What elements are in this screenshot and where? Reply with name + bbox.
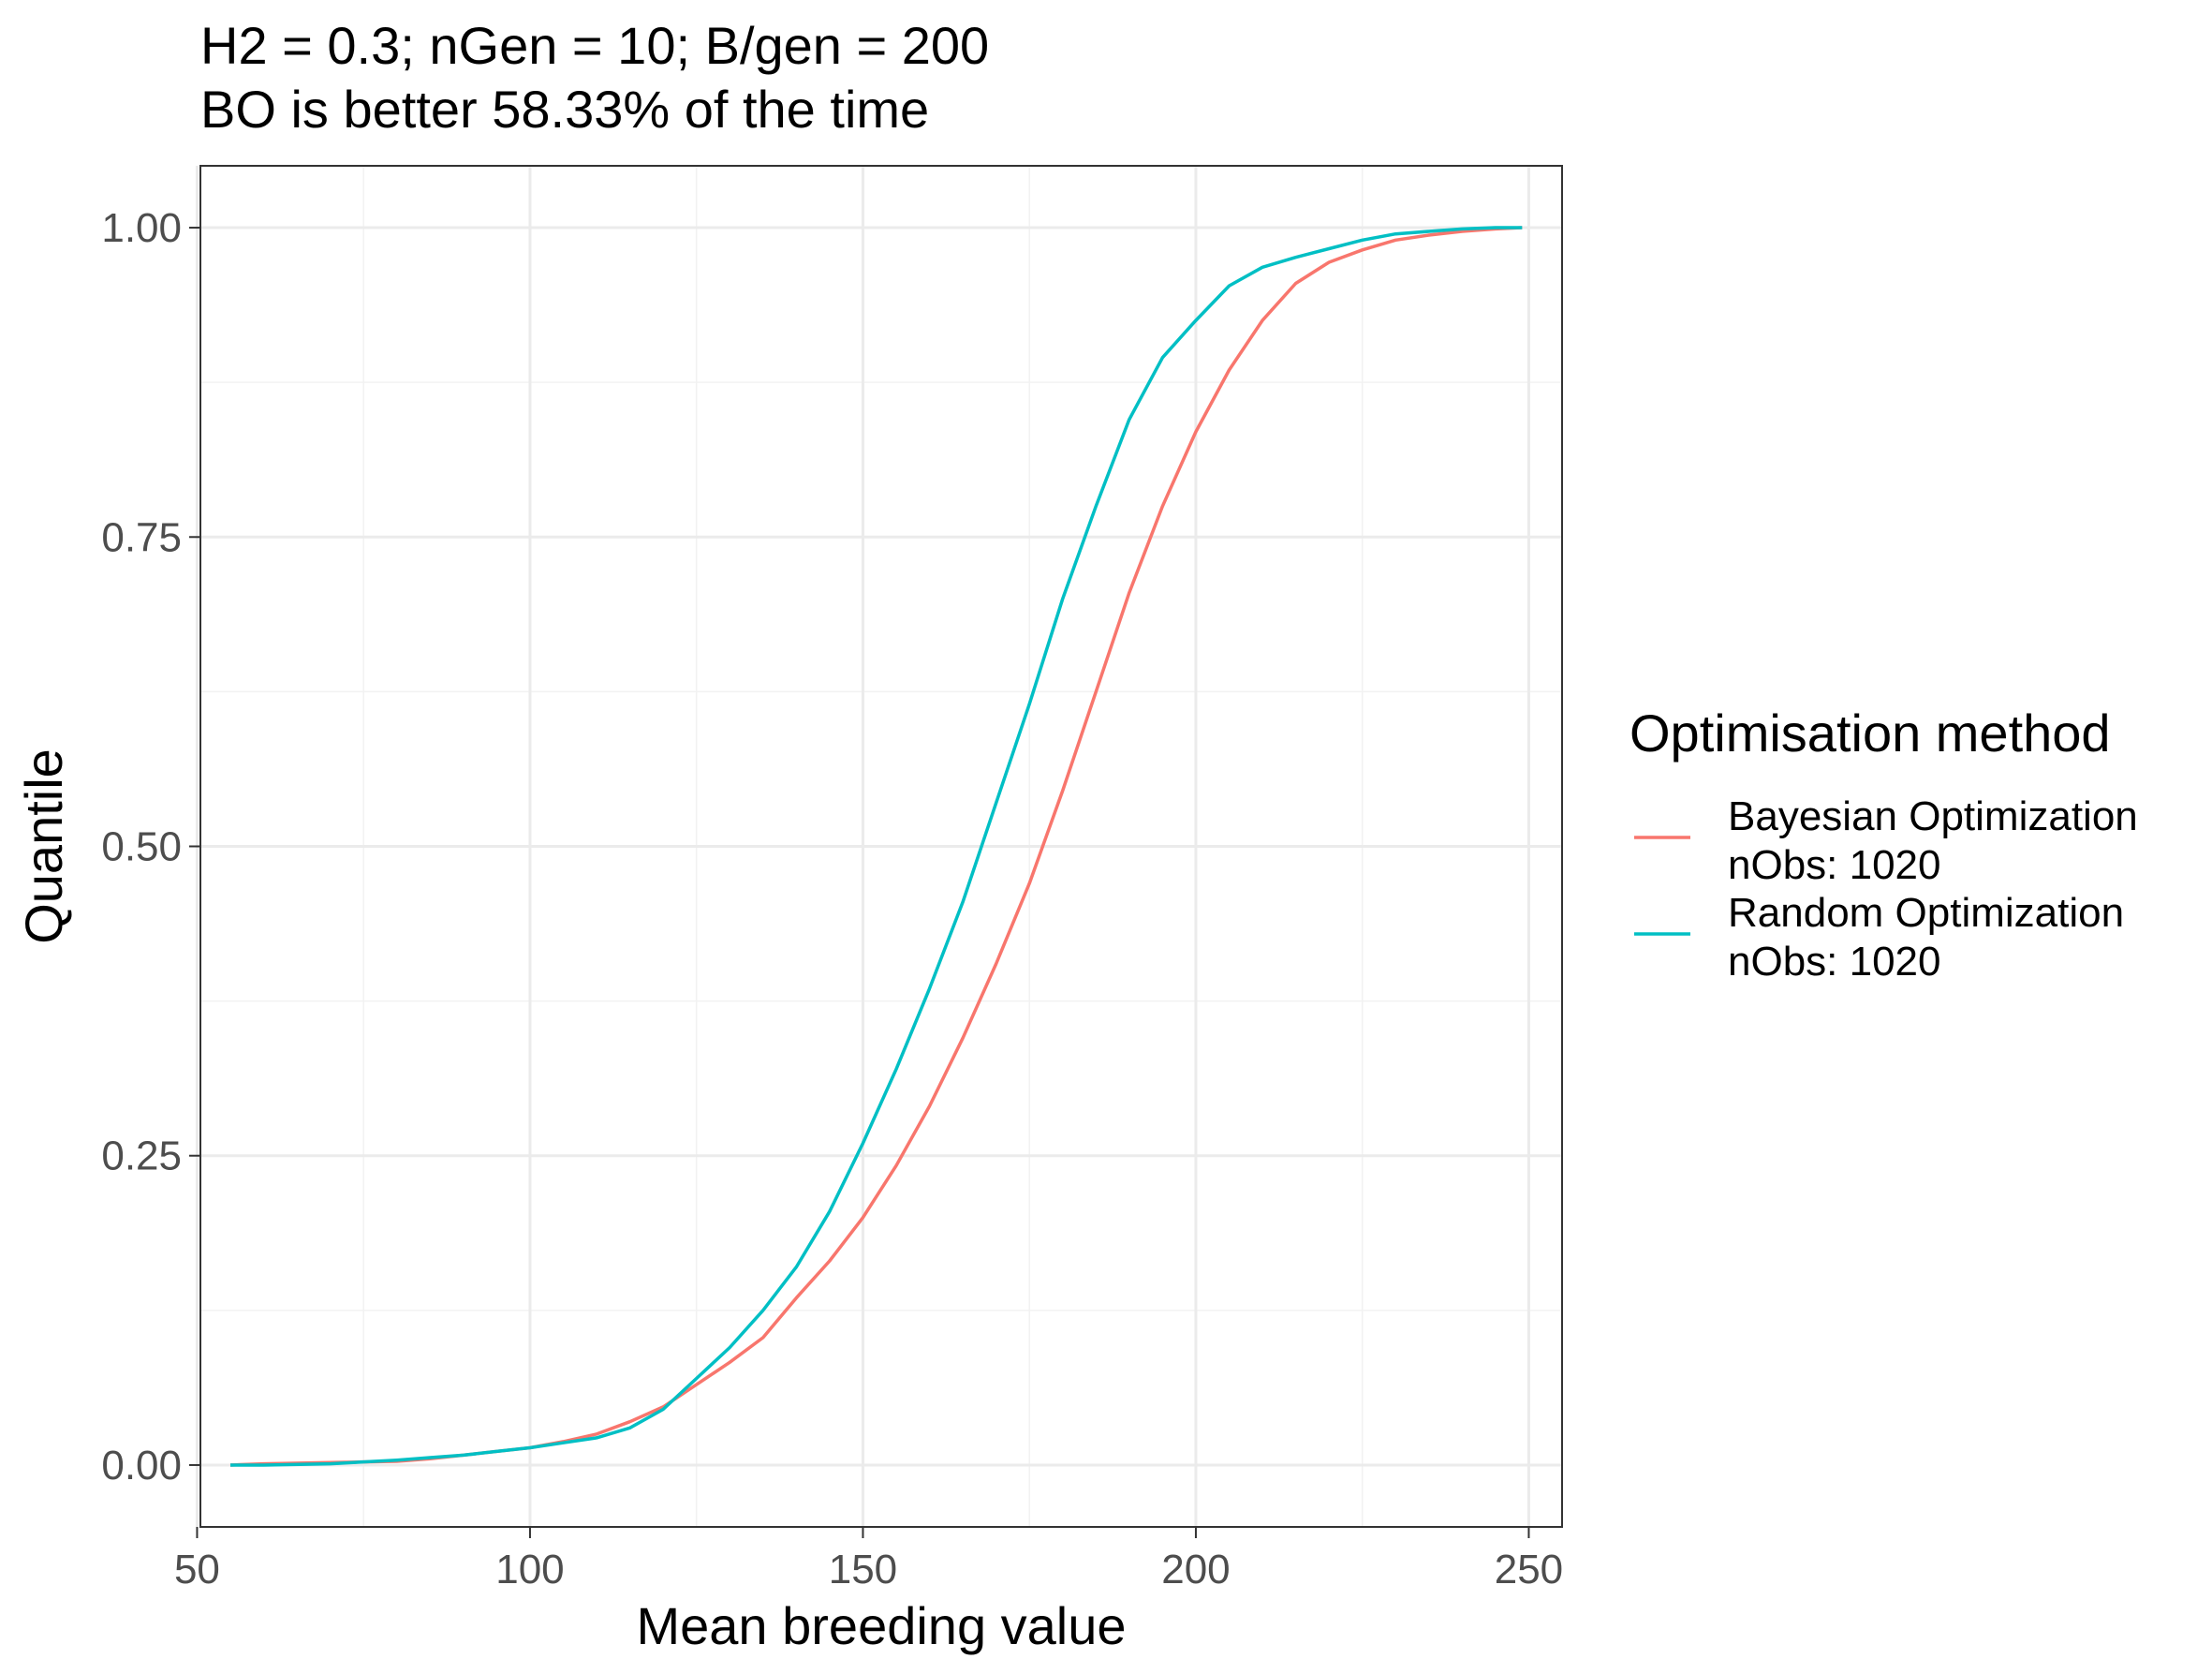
y-tick-label: 0.50	[101, 824, 182, 870]
y-axis: 0.00 0.25 0.50 0.75 1.00	[101, 205, 200, 1489]
x-tick-label: 50	[174, 1547, 220, 1592]
x-tick-label: 100	[495, 1547, 564, 1592]
legend-label-bayesian: Bayesian Optimization nObs: 1020	[1728, 793, 2138, 888]
x-tick-label: 200	[1161, 1547, 1230, 1592]
y-tick-label: 0.25	[101, 1133, 182, 1179]
legend: Optimisation method Bayesian Optimizatio…	[1630, 704, 2138, 985]
plot-panel	[195, 165, 1563, 1528]
y-tick-label: 0.75	[101, 514, 182, 560]
chart-subtitle: BO is better 58.33% of the time	[200, 80, 929, 139]
legend-title: Optimisation method	[1630, 704, 2111, 763]
x-tick-label: 250	[1495, 1547, 1563, 1592]
y-axis-title: Quantile	[14, 748, 73, 944]
series-line-random	[230, 226, 1523, 1467]
series-lines	[229, 226, 1523, 1467]
y-tick-label: 1.00	[101, 205, 182, 251]
legend-label-random: Random Optimization nObs: 1020	[1728, 890, 2124, 985]
x-tick-label: 150	[829, 1547, 897, 1592]
major-gridlines	[195, 166, 1562, 1527]
x-axis-title: Mean breeding value	[636, 1596, 1126, 1655]
x-axis: 50 100 150 200 250	[174, 1527, 1563, 1592]
y-tick-label: 0.00	[101, 1443, 182, 1489]
chart-title: H2 = 0.3; nGen = 10; B/gen = 200	[200, 16, 989, 75]
